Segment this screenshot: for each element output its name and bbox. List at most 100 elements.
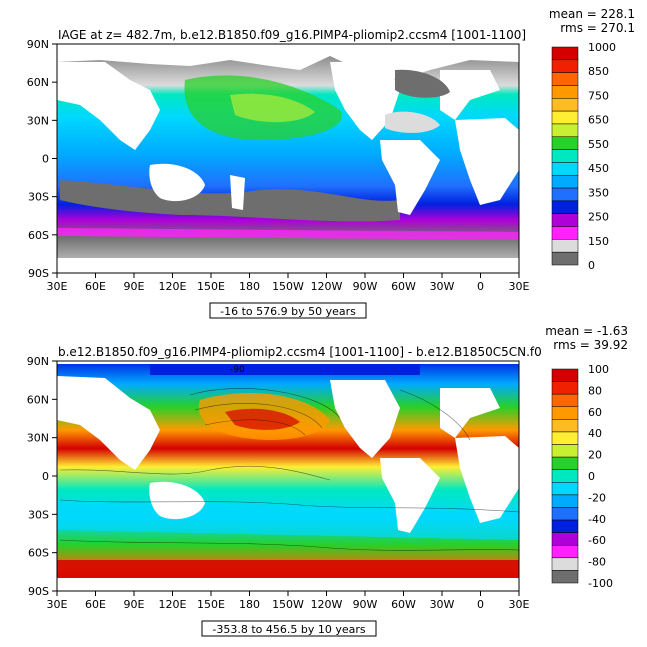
panel-b: b.e12.B1850.f09_g16.PIMP4-pliomip2.ccsm4… — [27, 324, 628, 637]
panel-a-x-tick-label: 90W — [353, 280, 378, 293]
panel-a-colorbar-swatch — [551, 226, 579, 240]
panel-b-colorbar-label: 80 — [588, 384, 602, 397]
panel-a-colorbar-swatch — [551, 59, 579, 73]
panel-a: IAGE at z= 482.7m, b.e12.B1850.f09_g16.P… — [27, 7, 635, 319]
panel-b-range-box — [201, 620, 377, 637]
panel-b-x-tick-label: 60W — [391, 598, 416, 611]
panel-a-atlantic-grey — [385, 111, 440, 133]
panel-b-x-tick-label: 30W — [430, 598, 455, 611]
panel-b-x-tick-label: 60E — [85, 598, 106, 611]
panel-a-y-tick-label: 90S — [28, 267, 49, 280]
panel-a-colorbar-label: 0 — [588, 259, 595, 272]
panel-b-colorbar-label: -60 — [588, 534, 606, 547]
panel-b-colorbar-swatch — [551, 532, 579, 546]
panel-a-colorbar-swatch — [551, 251, 579, 266]
panel-b-colorbar-label: -80 — [588, 556, 606, 569]
panel-b-colorbar-swatch — [551, 519, 579, 533]
panel-a-colorbar-swatch — [551, 239, 579, 253]
panel-a-x-tick-label: 60W — [391, 280, 416, 293]
panel-a-land — [57, 44, 519, 273]
panel-a-range-box — [209, 302, 367, 319]
panel-b-y-tick-label: 60N — [27, 393, 49, 406]
panel-b-colorbar-swatch — [551, 406, 579, 420]
panel-a-pacific-core-inner — [230, 93, 315, 123]
panel-b-colorbar-swatch — [551, 494, 579, 508]
panel-a-x-axis: 30E 60E 90E 120E 150E 180 150W 120W 90W 60W 30W 0 30… — [47, 273, 530, 293]
panel-a-colorbar-swatch — [551, 213, 579, 227]
panel-a-colorbar-label: 550 — [588, 138, 609, 151]
panel-a-colorbar-swatch — [551, 187, 579, 202]
panel-a-x-tick-label: 0 — [477, 280, 484, 293]
panel-b-map: -90 — [57, 361, 519, 591]
panel-b-arctic-blue — [150, 362, 420, 375]
panel-b-y-tick-label: 0 — [42, 470, 49, 483]
panel-a-range-label: -16 to 576.9 by 50 years — [220, 305, 356, 318]
panel-b-colorbar-label: 100 — [588, 363, 609, 376]
panel-b-colorbar-label: 60 — [588, 406, 602, 419]
panel-a-colorbar: 1000 850 750 650 550 450 350 250 150 0 — [551, 41, 616, 272]
panel-b-colorbar-swatch — [551, 381, 579, 395]
panel-b-x-tick-label: 150E — [197, 598, 225, 611]
panel-a-x-tick-label: 120W — [311, 280, 343, 293]
panel-a-colorbar-label: 350 — [588, 186, 609, 199]
panel-b-y-tick-label: 90N — [27, 355, 49, 368]
panel-b-colorbar-label: 0 — [588, 470, 595, 483]
panel-b-colorbar-swatch — [551, 368, 579, 382]
panel-a-map — [57, 44, 519, 273]
panel-a-colorbar-swatch — [551, 72, 579, 86]
panel-b-colorbar-label: -20 — [588, 491, 606, 504]
panel-a-y-tick-label: 60S — [28, 229, 49, 242]
panel-b-x-tick-label: 0 — [477, 598, 484, 611]
panel-a-x-tick-label: 180 — [239, 280, 260, 293]
panel-b-colorbar-swatch — [551, 482, 579, 496]
panel-a-y-axis: 90N 60N 30N 0 30S 60S 90S — [27, 38, 57, 280]
panel-b-colorbar-label: -40 — [588, 513, 606, 526]
panel-a-colorbar-label: 1000 — [588, 41, 616, 54]
panel-a-colorbar-swatch — [551, 149, 579, 163]
panel-a-title: IAGE at z= 482.7m, b.e12.B1850.f09_g16.P… — [58, 28, 526, 42]
panel-a-y-tick-label: 90N — [27, 38, 49, 51]
panel-b-land — [57, 361, 519, 591]
panel-b-colorbar: 100 80 60 40 20 0 -20 -40 -60 -80 -100 — [551, 363, 613, 590]
panel-a-colorbar-label: 650 — [588, 114, 609, 127]
panel-b-x-tick-label: 30E — [47, 598, 68, 611]
panel-b-stat-rms: rms = 39.92 — [553, 338, 628, 352]
panel-b-x-tick-label: 120E — [159, 598, 187, 611]
panel-a-colorbar-swatch — [551, 46, 579, 61]
panel-b-y-axis: 90N 60N 30N 0 30S 60S 90S — [27, 355, 57, 598]
panel-b-x-tick-label: 90E — [124, 598, 145, 611]
panel-a-colorbar-swatch — [551, 110, 579, 125]
panel-b-x-tick-label: 180 — [239, 598, 260, 611]
panel-b-colorbar-swatch — [551, 557, 579, 571]
panel-a-colorbar-label: 750 — [588, 89, 609, 102]
panel-a-y-tick-label: 30N — [27, 114, 49, 127]
panel-a-colorbar-swatch — [551, 174, 579, 189]
panel-a-x-tick-label: 120E — [159, 280, 187, 293]
panel-b-colorbar-swatch — [551, 393, 579, 408]
panel-a-x-tick-label: 30W — [430, 280, 455, 293]
panel-b-colorbar-swatch — [551, 444, 579, 458]
panel-b-colorbar-label: -100 — [588, 577, 613, 590]
panel-b-colorbar-swatch — [551, 419, 579, 433]
panel-b-colorbar-swatch — [551, 570, 579, 584]
panel-b-contours — [59, 388, 519, 551]
panel-a-x-tick-label: 30E — [47, 280, 68, 293]
panel-b-stat-mean: mean = -1.63 — [545, 324, 628, 338]
panel-b-colorbar-swatch — [551, 456, 579, 470]
panel-a-y-tick-label: 60N — [27, 76, 49, 89]
panel-b-x-tick-label: 120W — [311, 598, 343, 611]
panel-b-range-label: -353.8 to 456.5 by 10 years — [212, 623, 366, 636]
panel-b-x-axis: 30E 60E 90E 120E 150E 180 150W 120W 90W 60W 30W 0 30… — [47, 591, 530, 611]
panel-a-colorbar-swatch — [551, 98, 579, 112]
panel-b-x-tick-label: 90W — [353, 598, 378, 611]
panel-b-colorbar-swatch — [551, 469, 579, 483]
panel-a-x-tick-label: 60E — [85, 280, 106, 293]
panel-a-colorbar-swatch — [551, 123, 579, 138]
panel-a-colorbar-swatch — [551, 200, 579, 214]
panel-b-contour-label: -90 — [230, 365, 245, 375]
panel-b-colorbar-swatch — [551, 507, 579, 521]
panel-b-colorbar-swatch — [551, 544, 579, 559]
panel-a-colorbar-label: 150 — [588, 235, 609, 248]
panel-a-x-tick-label: 150W — [272, 280, 304, 293]
panel-a-stat-mean: mean = 228.1 — [549, 7, 635, 21]
